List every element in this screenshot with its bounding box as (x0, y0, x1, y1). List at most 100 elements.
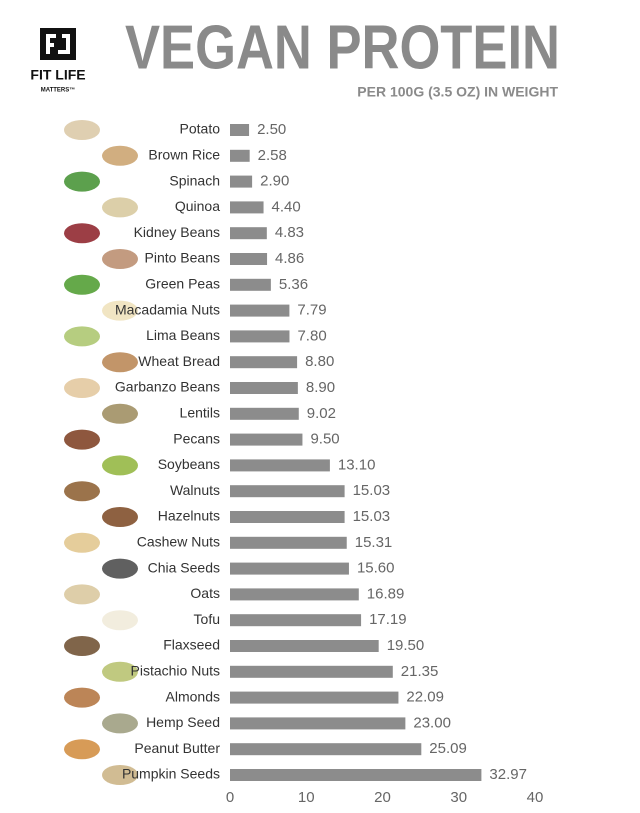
value-label: 17.19 (369, 611, 407, 628)
logo-name: FIT LIFE (30, 67, 85, 83)
category-label: Spinach (169, 172, 220, 188)
logo-mark (40, 28, 76, 60)
bar (230, 691, 399, 704)
category-label: Peanut Butter (134, 740, 220, 756)
value-label: 2.58 (258, 147, 287, 164)
value-label: 32.97 (489, 766, 527, 783)
food-image (64, 739, 100, 760)
bar (230, 124, 250, 136)
food-image (102, 455, 138, 476)
value-label: 23.00 (413, 714, 451, 731)
bar (230, 588, 359, 601)
category-label: Garbanzo Beans (115, 379, 220, 395)
food-image (102, 558, 138, 579)
x-tick-label: 20 (374, 789, 391, 806)
category-label: Pinto Beans (145, 250, 221, 266)
food-image (64, 636, 100, 656)
value-label: 22.09 (406, 689, 444, 706)
x-tick-label: 40 (527, 789, 544, 806)
value-label: 15.03 (353, 482, 391, 499)
food-image (64, 274, 100, 295)
category-label: Lima Beans (146, 327, 220, 343)
logo-glyph (46, 43, 54, 47)
food-image (102, 352, 138, 373)
chart-title: VEGAN PROTEIN (125, 13, 560, 82)
bar (230, 175, 253, 188)
value-label: 7.80 (297, 327, 326, 344)
food-image (64, 481, 100, 502)
food-image (102, 300, 138, 321)
category-label: Soybeans (158, 456, 220, 472)
value-label: 16.89 (367, 585, 405, 602)
value-label: 9.50 (310, 431, 339, 448)
bar (230, 717, 406, 730)
value-label: 19.50 (387, 637, 425, 654)
bar (230, 459, 330, 472)
bar (230, 330, 290, 343)
category-label: Pistachio Nuts (131, 663, 220, 679)
logo-tagline: MATTERS™ (41, 87, 76, 94)
value-label: 4.83 (275, 224, 304, 241)
category-label: Chia Seeds (148, 559, 220, 575)
bar (230, 149, 250, 162)
category-label: Potato (180, 121, 221, 137)
food-image (64, 326, 100, 347)
value-label: 13.10 (338, 456, 376, 473)
food-image (64, 532, 100, 553)
logo-glyph (46, 34, 56, 38)
food-image (102, 403, 138, 424)
food-image (64, 429, 100, 450)
category-label: Cashew Nuts (137, 534, 220, 550)
bar (230, 433, 303, 446)
food-image (64, 171, 100, 192)
value-label: 4.86 (275, 250, 304, 267)
food-image (64, 584, 100, 605)
category-label: Wheat Bread (138, 353, 220, 369)
bar (230, 769, 482, 781)
value-label: 2.90 (260, 173, 289, 190)
chart-subtitle: PER 100G (3.5 OZ) IN WEIGHT (357, 84, 558, 100)
food-image (102, 713, 138, 734)
food-image (102, 610, 138, 631)
category-label: Pecans (173, 430, 220, 446)
x-tick-label: 30 (450, 789, 467, 806)
value-label: 21.35 (401, 663, 439, 680)
x-tick-label: 0 (226, 789, 234, 806)
bar (230, 485, 345, 498)
category-label: Kidney Beans (134, 224, 220, 240)
category-label: Hemp Seed (146, 714, 220, 730)
value-label: 2.50 (257, 121, 286, 138)
food-image (102, 765, 138, 785)
bar (230, 536, 347, 549)
logo-glyph (58, 50, 68, 54)
category-label: Tofu (194, 611, 220, 627)
category-label: Oats (190, 585, 220, 601)
bar (230, 640, 379, 652)
food-image (102, 197, 138, 218)
logo: FIT LIFE MATTERS™ (30, 28, 86, 94)
bar (230, 743, 422, 756)
food-image (102, 507, 138, 527)
category-label: Hazelnuts (158, 508, 220, 524)
value-label: 25.09 (429, 740, 467, 757)
bar (230, 614, 362, 627)
value-label: 5.36 (279, 276, 308, 293)
food-image (64, 378, 100, 398)
value-label: 15.31 (355, 534, 393, 551)
bar (230, 562, 349, 575)
food-image (64, 687, 100, 708)
category-label: Quinoa (175, 198, 220, 214)
value-label: 8.90 (306, 379, 335, 396)
category-label: Almonds (166, 688, 220, 704)
category-label: Brown Rice (148, 147, 220, 163)
bar (230, 356, 298, 369)
food-image (102, 145, 138, 166)
category-label: Walnuts (170, 482, 220, 498)
value-label: 15.60 (357, 560, 395, 577)
bar (230, 665, 393, 678)
logo-glyph (66, 34, 70, 54)
value-label: 8.80 (305, 353, 334, 370)
food-image (102, 249, 138, 269)
category-label: Pumpkin Seeds (122, 766, 220, 782)
value-label: 9.02 (307, 405, 336, 422)
